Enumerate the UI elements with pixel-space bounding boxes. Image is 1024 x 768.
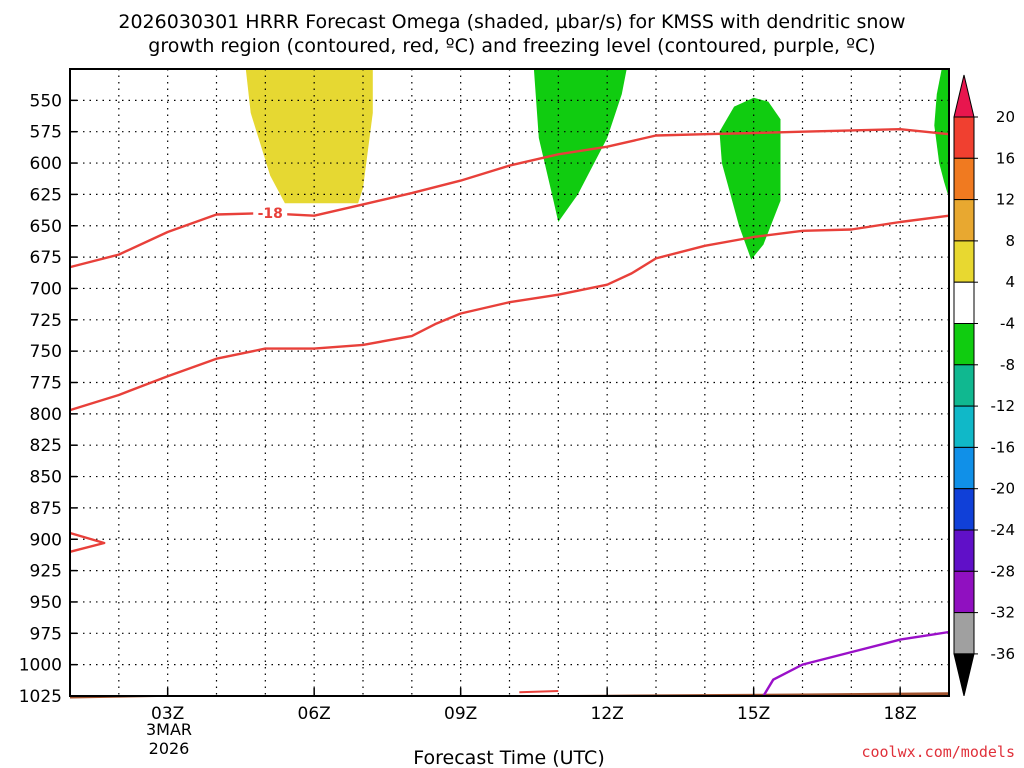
- contour-label: -18: [258, 206, 283, 222]
- colorbar-label: 20: [996, 108, 1015, 126]
- colorbar-bin: [953, 157, 975, 201]
- colorbar-bin: [953, 612, 975, 655]
- y-tick-label: 875: [30, 499, 62, 519]
- omega-region-updraft-0530-0700: [245, 69, 373, 204]
- grid-lines: [70, 69, 949, 697]
- surface-red-segment: [519, 690, 559, 694]
- contour-label-bg: [253, 204, 288, 221]
- x-axis-label: Forecast Time (UTC): [413, 747, 604, 768]
- colorbar-bottom-arrow: [953, 653, 975, 697]
- colorbar-label: 8: [1005, 232, 1015, 250]
- colorbar-label: -4: [1000, 315, 1015, 333]
- chart-title-line2: growth region (contoured, red, ºC) and f…: [148, 35, 875, 57]
- y-tick-label: 925: [30, 562, 62, 582]
- colorbar-label: -32: [991, 604, 1016, 622]
- dgz-contour-lower: [69, 214, 950, 412]
- x-tick-label: 15Z: [737, 704, 770, 724]
- y-tick-label: 800: [30, 405, 62, 425]
- y-tick-label: 725: [30, 311, 62, 331]
- dgz-contour-lowlevel-hook: [69, 531, 106, 553]
- colorbar-label: -24: [991, 521, 1016, 539]
- y-tick-label: 850: [30, 468, 62, 488]
- x-tick-label: 03Z: [151, 704, 184, 724]
- colorbar-bin: [953, 364, 975, 407]
- colorbar-label: -12: [991, 397, 1016, 415]
- date-label-line2: 2026: [149, 739, 190, 758]
- x-tick-label: 09Z: [444, 704, 477, 724]
- y-tick-label: 550: [30, 91, 62, 111]
- y-tick-label: 675: [30, 248, 62, 268]
- y-tick-label: 975: [30, 624, 62, 644]
- x-tick-label: 12Z: [591, 704, 624, 724]
- credit-text: coolwx.com/models: [861, 743, 1015, 761]
- omega-shading: [245, 69, 949, 260]
- colorbar-bin: [953, 529, 975, 572]
- colorbar: 20 16 12 8 4 -4 -8 -12 -16 -20 -24 -28 -32 -36: [953, 74, 1016, 697]
- colorbar-bin: [953, 570, 975, 614]
- y-tick-label: 650: [30, 217, 62, 237]
- y-tick-label: 575: [30, 123, 62, 143]
- colorbar-label: -8: [1000, 356, 1015, 374]
- y-tick-label: 950: [30, 593, 62, 613]
- y-tick-label: 700: [30, 279, 62, 299]
- y-tick-label: 750: [30, 342, 62, 362]
- date-label-line1: 3MAR: [146, 720, 192, 739]
- y-tick-label: 825: [30, 436, 62, 456]
- y-tick-label: 1025: [19, 687, 62, 707]
- freezing-level: [762, 630, 950, 697]
- colorbar-bin: [953, 199, 975, 242]
- colorbar-bin: [953, 405, 975, 448]
- dgz-contour-upper: [69, 127, 950, 269]
- y-tick-label: 600: [30, 154, 62, 174]
- colorbar-bin: [953, 446, 975, 490]
- colorbar-label: -36: [991, 645, 1016, 663]
- contour-lines: -18: [69, 127, 950, 697]
- colorbar-bin: [953, 281, 975, 325]
- y-tick-label: 1000: [19, 656, 62, 676]
- x-tick-label: 18Z: [884, 704, 917, 724]
- x-tick-label: 06Z: [298, 704, 331, 724]
- omega-region-downdraft-1030-1230: [533, 69, 627, 222]
- colorbar-bin: [953, 116, 975, 159]
- colorbar-label: 4: [1005, 273, 1015, 291]
- colorbar-label: 16: [996, 149, 1015, 167]
- colorbar-label: -28: [991, 562, 1016, 580]
- colorbar-bin: [953, 240, 975, 283]
- y-tick-label: 775: [30, 374, 62, 394]
- x-axis: 03Z 06Z 09Z 12Z 15Z 18Z: [151, 688, 917, 724]
- y-tick-label: 625: [30, 185, 62, 205]
- colorbar-bin: [953, 488, 975, 531]
- omega-region-downdraft-1430-1530: [719, 97, 781, 260]
- chart-title-line1: 2026030301 HRRR Forecast Omega (shaded, …: [118, 11, 905, 33]
- colorbar-label: -20: [991, 480, 1016, 498]
- y-axis: 550 575 600 625 650 675 700 725 750 775 800 825 850 8…: [19, 91, 77, 707]
- colorbar-label: 12: [996, 191, 1015, 209]
- y-tick-label: 900: [30, 530, 62, 550]
- colorbar-label: -16: [991, 438, 1016, 456]
- colorbar-bin: [953, 323, 975, 366]
- colorbar-top-arrow: [953, 74, 975, 118]
